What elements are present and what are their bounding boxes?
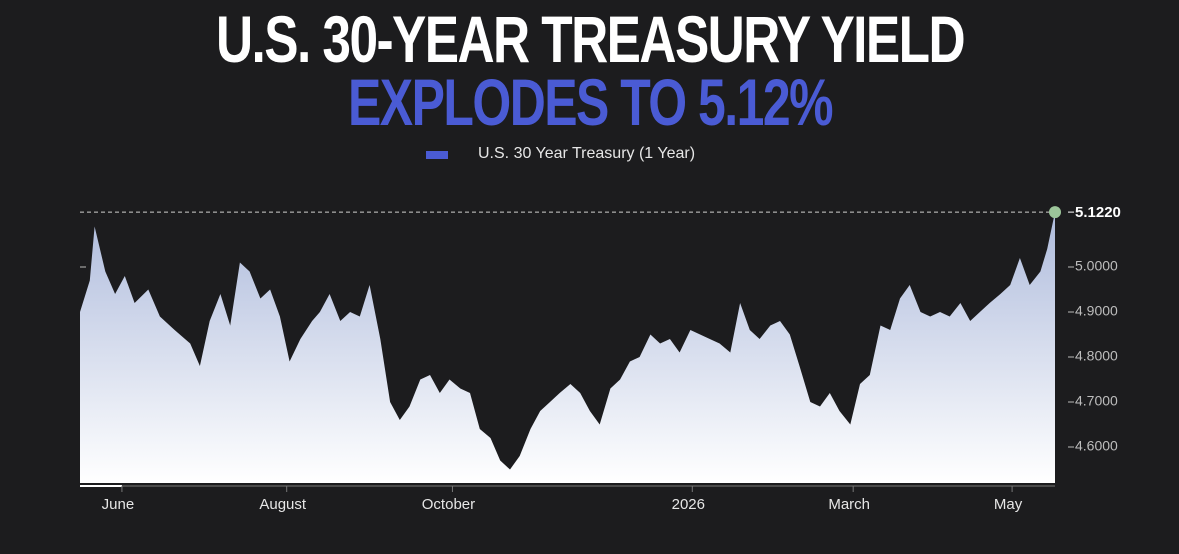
y-tick-label: 4.6000	[1075, 438, 1118, 454]
legend-swatch	[426, 151, 448, 159]
x-tick-label: October	[422, 496, 475, 513]
last-point	[1049, 206, 1061, 219]
title-line: EXPLODES TO 5.12%	[348, 65, 832, 139]
y-tick-label: 4.7000	[1075, 393, 1118, 409]
area	[80, 212, 1055, 483]
x-tick-label: 2026	[672, 496, 705, 513]
title-line: U.S. 30-YEAR TREASURY YIELD	[216, 2, 964, 76]
y-tick-label: 4.9000	[1075, 303, 1118, 319]
y-tick-label: 5.0000	[1075, 258, 1118, 274]
x-tick-label: August	[259, 496, 307, 513]
x-tick-label: March	[828, 496, 870, 513]
x-tick-label: May	[994, 496, 1023, 513]
reference-label: 5.1220	[1075, 204, 1121, 221]
legend-label: U.S. 30 Year Treasury (1 Year)	[478, 145, 695, 162]
x-tick-label: June	[102, 496, 135, 513]
y-tick-label: 4.8000	[1075, 348, 1118, 364]
